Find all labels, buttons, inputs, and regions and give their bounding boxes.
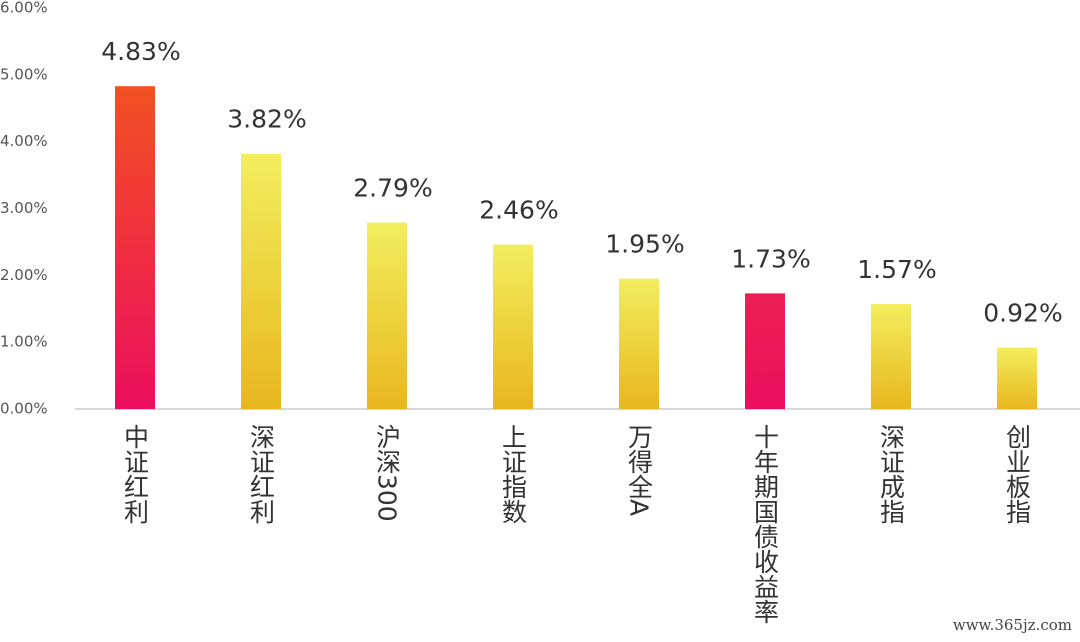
value-label: 0.92%	[983, 299, 1062, 328]
value-label: 1.95%	[605, 230, 684, 259]
x-tick-label: 深证红利	[247, 424, 276, 524]
bar	[997, 347, 1037, 409]
value-label: 2.46%	[479, 196, 558, 225]
value-label: 2.79%	[353, 174, 432, 203]
bar	[493, 244, 533, 409]
bar	[367, 222, 407, 409]
x-tick-label: 上证指数	[499, 424, 528, 524]
bar	[115, 86, 155, 409]
x-tick-label: 创业板指	[1003, 424, 1032, 524]
y-tick-label: 4.00%	[0, 132, 48, 150]
y-tick-label: 3.00%	[0, 199, 48, 217]
y-tick-label: 0.00%	[0, 400, 48, 418]
bar	[745, 293, 785, 409]
y-tick-label: 1.00%	[0, 333, 48, 351]
value-label: 1.57%	[857, 255, 936, 284]
x-tick-label: 十年期国债收益率	[751, 424, 780, 624]
x-tick-label: 万得全A	[625, 424, 654, 516]
y-tick-label: 5.00%	[0, 65, 48, 83]
x-tick-label: 中证红利	[121, 424, 150, 524]
value-label: 1.73%	[731, 244, 810, 273]
y-tick-label: 2.00%	[0, 266, 48, 284]
bar	[619, 278, 659, 409]
bar	[241, 153, 281, 409]
x-tick-label: 沪深300	[373, 424, 402, 522]
x-tick-label: 深证成指	[877, 424, 906, 524]
y-tick-label: 6.00%	[0, 0, 48, 17]
bar	[871, 304, 911, 409]
value-label: 3.82%	[227, 105, 306, 134]
watermark: www.365jz.com	[953, 616, 1072, 634]
value-label: 4.83%	[101, 37, 180, 66]
